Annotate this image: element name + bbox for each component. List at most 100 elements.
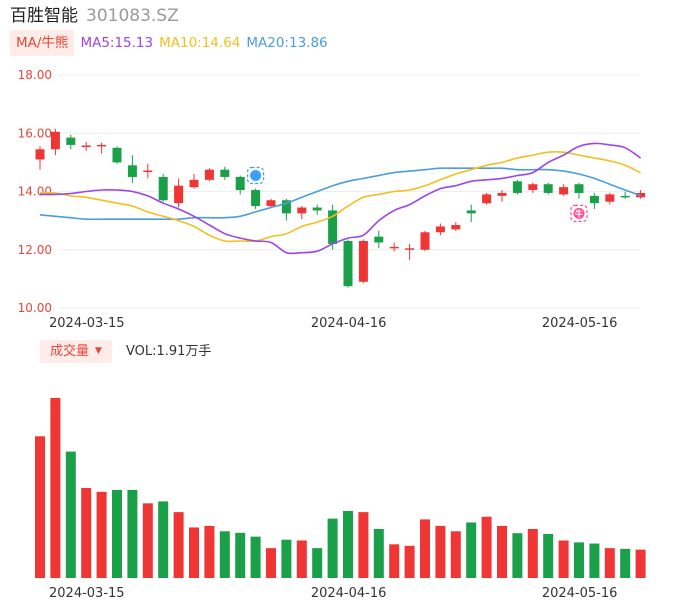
candle [467,205,476,222]
volume-bar [574,542,584,578]
volume-bar [451,531,461,578]
y-tick-label: 14.00 [18,185,52,199]
candle [405,244,414,260]
volume-bar [50,398,60,578]
candle-body [113,148,122,163]
volume-bar [112,490,122,578]
candle [621,192,630,199]
y-tick-label: 18.00 [18,68,52,82]
volume-bar [343,511,353,578]
candle [559,184,568,196]
volume-bar [528,529,538,578]
volume-x-tick-label: 2024-03-15 [49,586,125,601]
price-x-tick-label: 2024-03-15 [49,316,125,331]
candle-body [390,247,399,249]
volume-bar [143,503,153,578]
y-tick-label: 16.00 [18,126,52,140]
candle-body [498,193,507,196]
volume-bar [358,512,368,578]
candle-body [359,241,368,282]
ma10-line [40,152,641,242]
candle [374,231,383,248]
candle [359,240,368,284]
candle-body [190,180,199,187]
volume-bar [605,548,615,578]
volume-bar [281,540,291,578]
volume-bar [127,490,137,578]
candle-body [267,200,276,206]
candle-body [421,232,430,249]
candle-body [405,248,414,250]
candle-body [513,181,522,193]
candle [451,222,460,231]
volume-bar [543,534,553,578]
price-x-tick-label: 2024-04-16 [311,316,387,331]
candle-body [97,145,106,147]
candle-body [251,190,260,206]
candle [575,183,584,199]
candle-body [159,177,168,200]
y-tick-label: 12.00 [18,243,52,257]
candle [205,168,214,181]
candle [159,174,168,202]
volume-bar [405,546,415,578]
candle [97,143,106,154]
candle [51,129,60,155]
candle-body [575,184,584,193]
candle-body [621,196,630,198]
volume-bar [559,540,569,578]
volume-bar [497,526,507,578]
candle [313,205,322,215]
volume-bar [266,548,276,578]
candle [251,189,260,209]
volume-bar [35,436,45,578]
volume-bar [420,519,430,578]
ma5-line [40,143,641,253]
candle [436,224,445,236]
candle-body [544,184,553,193]
candle-body [174,186,183,203]
candle-body [374,237,383,243]
volume-bar [374,529,384,578]
volume-bar [512,533,522,578]
candle-body [436,226,445,232]
candle-body [313,208,322,211]
volume-bar [158,501,168,578]
candle [220,167,229,180]
candle-body [482,194,491,203]
candle [344,240,353,288]
candle [82,142,91,151]
volume-x-tick-label: 2024-04-16 [311,586,387,601]
candle [66,135,75,150]
candle [421,231,430,251]
volume-bar [297,540,307,578]
candle [128,155,137,183]
volume-bar [589,544,599,578]
candle [513,180,522,195]
candle [482,193,491,205]
volume-bar [328,519,338,578]
volume-bar [66,452,76,578]
bull-signal-icon: 牛 [571,205,587,221]
candle-body [344,241,353,286]
badge-dot [250,170,261,181]
volume-bar [312,548,322,578]
candle-body [51,132,60,149]
y-tick-label: 10.00 [18,301,52,315]
candle-body [451,225,460,229]
bear-signal-icon [248,167,264,183]
candle [590,193,599,209]
candle-body [128,165,137,177]
candle-body [528,184,537,190]
candle-body [236,177,245,190]
volume-bar [620,549,630,578]
candle-body [220,170,229,177]
volume-x-tick-label: 2024-05-16 [542,586,618,601]
volume-bar [204,526,214,578]
candle-body [66,138,75,145]
candle-body [590,196,599,203]
candle-body [205,170,214,180]
volume-bar [97,492,107,578]
candle-body [297,208,306,214]
